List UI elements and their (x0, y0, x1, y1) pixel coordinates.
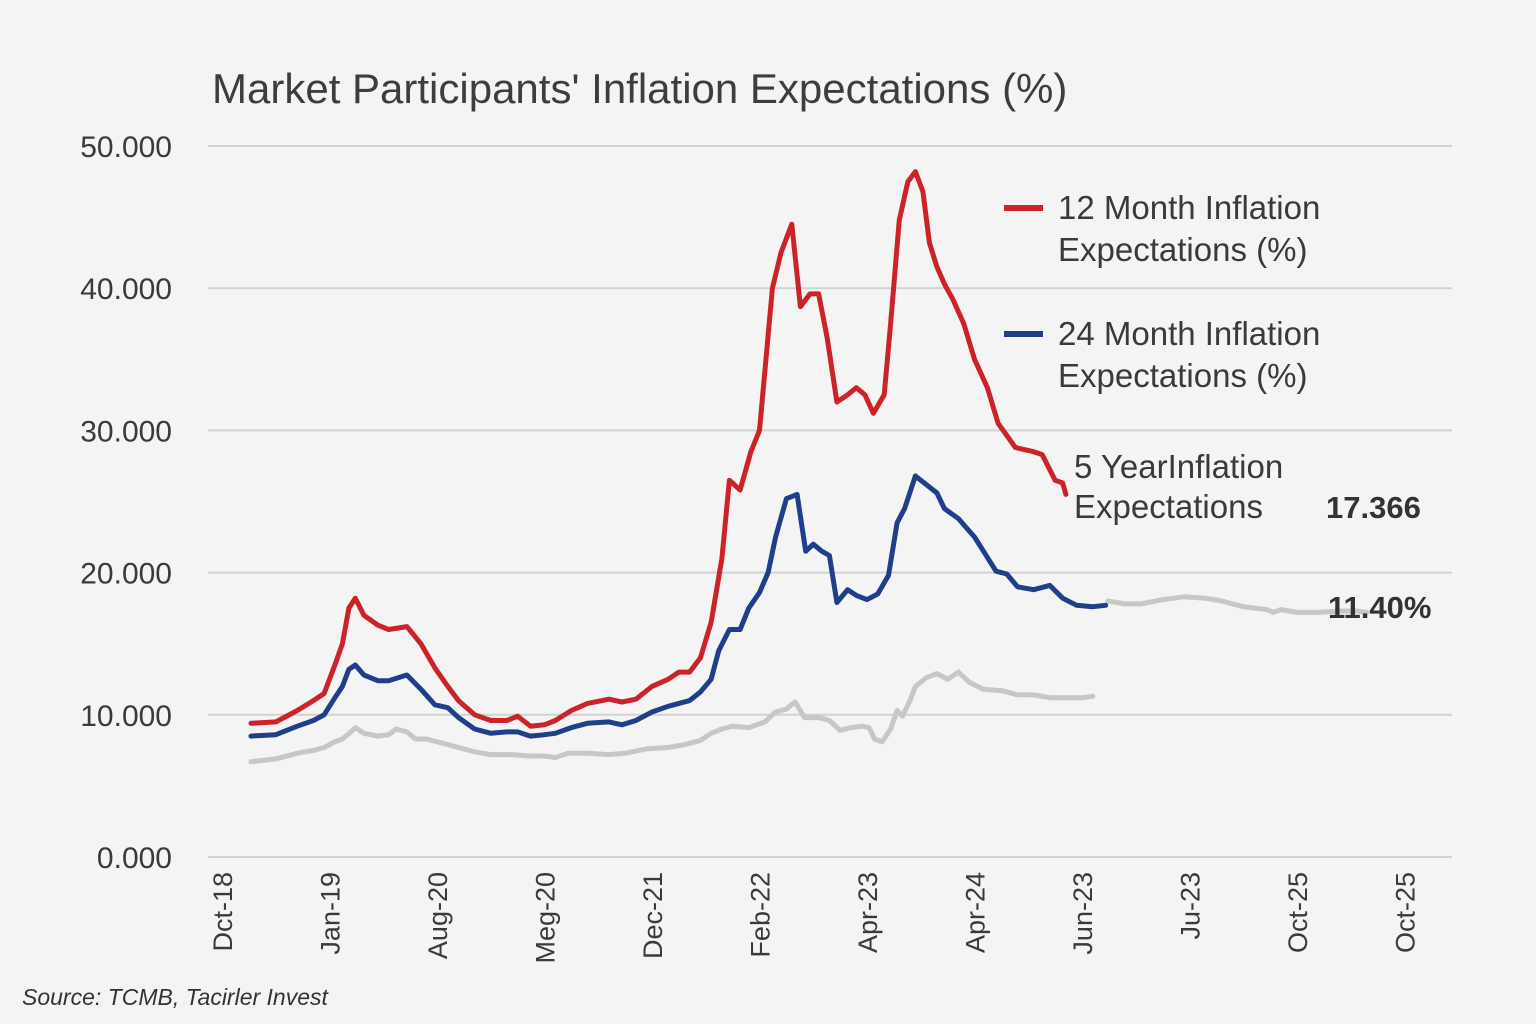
y-tick-label: 20.000 (80, 558, 172, 591)
legend-label-12-month-line2: Expectations (%) (1058, 231, 1307, 268)
series-line-12-month-inflation-expectations (248, 169, 1069, 729)
legend: 12 Month Inflation Expectations (%) 24 M… (1004, 189, 1320, 394)
x-tick-label: Ju-23 (1176, 872, 1206, 940)
x-tick-label: Meg-20 (531, 872, 561, 964)
x-tick-label: Oct-25 (1391, 872, 1421, 953)
source-note: Source: TCMB, Tacirler Invest (22, 984, 330, 1010)
legend-item-12-month[interactable]: 12 Month Inflation Expectations (%) (1004, 189, 1320, 268)
x-tick-label: Apr-23 (853, 872, 883, 953)
x-tick-label: Dec-21 (638, 872, 668, 959)
x-tick-label: Dct-18 (208, 872, 238, 952)
y-axis-tick-labels: 0.000 10.000 20.000 30.000 40.000 50.000 (80, 131, 172, 875)
y-tick-label: 40.000 (80, 273, 172, 306)
five-year-label-line2: Expectations (1074, 488, 1263, 525)
chart-title: Market Participants' Inflation Expectati… (212, 65, 1067, 112)
annotation-value-17-366: 17.366 (1326, 490, 1421, 525)
x-tick-label: Apr-24 (961, 872, 991, 953)
legend-label-24-month-line1: 24 Month Inflation (1058, 315, 1320, 352)
series-line-5-year-inflation-expectations (248, 669, 1096, 765)
x-tick-label: Oct-25 (1283, 872, 1313, 953)
x-tick-label: Jan-19 (316, 872, 346, 955)
series-line-24-month-inflation-expectations (248, 473, 1109, 739)
legend-item-24-month[interactable]: 24 Month Inflation Expectations (%) (1004, 315, 1320, 394)
x-tick-label: Feb-22 (746, 872, 776, 958)
x-tick-label: Aug-20 (423, 872, 453, 959)
x-tick-label: Jun-23 (1068, 872, 1098, 955)
legend-label-12-month-line1: 12 Month Inflation (1058, 189, 1320, 226)
y-tick-label: 10.000 (80, 700, 172, 733)
y-tick-label: 30.000 (80, 415, 172, 448)
series-lines (248, 169, 1370, 765)
five-year-label-line1: 5 YearInflation (1074, 448, 1283, 485)
y-tick-label: 0.000 (97, 842, 172, 875)
series-line-5-year-inflation-expectations-projection (1105, 594, 1370, 615)
x-axis-tick-labels: Dct-18 Jan-19 Aug-20 Meg-20 Dec-21 Feb-22 Apr-… (208, 872, 1421, 964)
legend-label-24-month-line2: Expectations (%) (1058, 357, 1307, 394)
y-tick-label: 50.000 (80, 131, 172, 164)
annotation-value-11-40: 11.40% (1328, 590, 1431, 625)
